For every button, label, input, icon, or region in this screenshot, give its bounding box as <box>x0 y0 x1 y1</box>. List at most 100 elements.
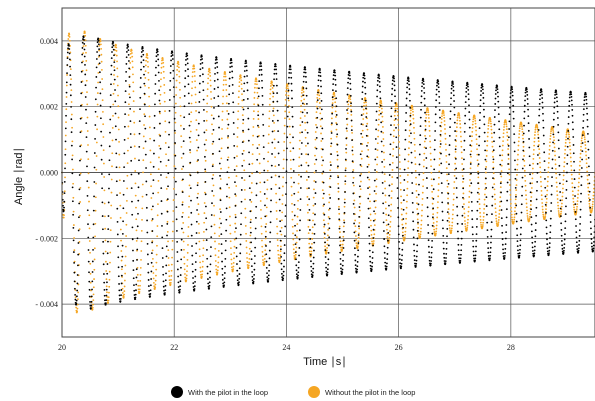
data-point <box>384 201 387 204</box>
data-point <box>400 262 403 265</box>
data-point <box>566 145 569 148</box>
data-point <box>72 226 75 229</box>
data-point <box>545 197 548 200</box>
data-point <box>83 55 86 58</box>
data-point <box>518 133 521 135</box>
data-point <box>219 208 221 211</box>
data-point <box>263 157 265 160</box>
data-point <box>425 147 427 150</box>
data-point <box>293 255 296 257</box>
data-point <box>189 151 192 154</box>
data-point <box>506 143 509 146</box>
data-point <box>340 246 342 249</box>
data-point <box>129 52 132 55</box>
data-point <box>375 178 378 181</box>
data-point <box>293 214 296 217</box>
data-point <box>248 187 251 190</box>
data-point <box>271 120 274 122</box>
data-point <box>232 122 235 124</box>
data-point <box>260 62 262 65</box>
data-point <box>459 119 461 122</box>
data-point <box>557 212 560 214</box>
data-point <box>151 218 154 220</box>
data-point <box>349 82 352 85</box>
data-point <box>203 120 206 122</box>
data-point <box>129 62 132 64</box>
data-point <box>548 246 551 249</box>
data-point <box>311 275 314 278</box>
data-point <box>509 198 512 201</box>
data-point <box>583 138 586 141</box>
data-point <box>190 199 192 202</box>
data-point <box>430 165 433 168</box>
data-point <box>401 254 403 257</box>
data-point <box>303 98 306 101</box>
data-point <box>197 192 199 195</box>
data-point <box>265 206 268 209</box>
data-point <box>110 204 113 207</box>
data-point <box>487 242 489 244</box>
data-point <box>467 88 470 91</box>
data-point <box>339 244 341 247</box>
data-point <box>313 180 316 182</box>
data-point <box>465 87 468 89</box>
data-point <box>568 138 571 141</box>
data-point <box>229 66 232 68</box>
data-point <box>398 241 400 243</box>
data-point <box>284 225 287 228</box>
data-point <box>176 268 179 271</box>
data-point <box>488 120 490 122</box>
data-point <box>493 140 495 143</box>
data-point <box>298 229 301 232</box>
data-point <box>194 101 197 104</box>
data-point <box>383 173 386 176</box>
data-point <box>324 249 327 252</box>
data-point <box>73 261 76 264</box>
data-point <box>426 187 428 189</box>
data-point <box>547 166 550 169</box>
data-point <box>563 170 565 172</box>
data-point <box>188 124 191 127</box>
data-point <box>427 245 430 248</box>
data-point <box>111 127 114 129</box>
data-point <box>125 223 128 226</box>
data-point <box>157 203 159 206</box>
data-point <box>455 196 458 199</box>
data-point <box>435 106 437 108</box>
data-point <box>241 99 244 102</box>
data-point <box>306 103 308 105</box>
data-point <box>381 111 384 114</box>
data-point <box>271 87 274 89</box>
data-point <box>560 222 563 225</box>
data-point <box>327 209 330 211</box>
data-point <box>234 181 236 183</box>
data-point <box>399 168 401 170</box>
data-point <box>329 164 332 166</box>
data-point <box>453 181 456 183</box>
data-point <box>587 182 589 185</box>
data-point <box>81 61 83 64</box>
data-point <box>313 241 316 244</box>
data-point <box>549 231 552 234</box>
data-point <box>149 149 152 152</box>
data-point <box>296 276 299 279</box>
data-point <box>538 152 541 155</box>
data-point <box>159 85 162 88</box>
data-point <box>62 209 65 212</box>
data-point <box>185 279 188 282</box>
data-point <box>499 163 502 166</box>
data-point <box>250 182 253 184</box>
data-point <box>182 231 185 234</box>
data-point <box>520 211 523 214</box>
data-point <box>248 261 250 264</box>
data-point <box>456 114 459 117</box>
data-point <box>243 169 246 172</box>
data-point <box>545 226 548 229</box>
data-point <box>487 122 490 124</box>
data-point <box>183 262 186 265</box>
data-point <box>76 274 79 276</box>
data-point <box>197 159 199 161</box>
data-point <box>108 270 111 273</box>
data-point <box>555 177 558 179</box>
data-point <box>212 152 214 155</box>
